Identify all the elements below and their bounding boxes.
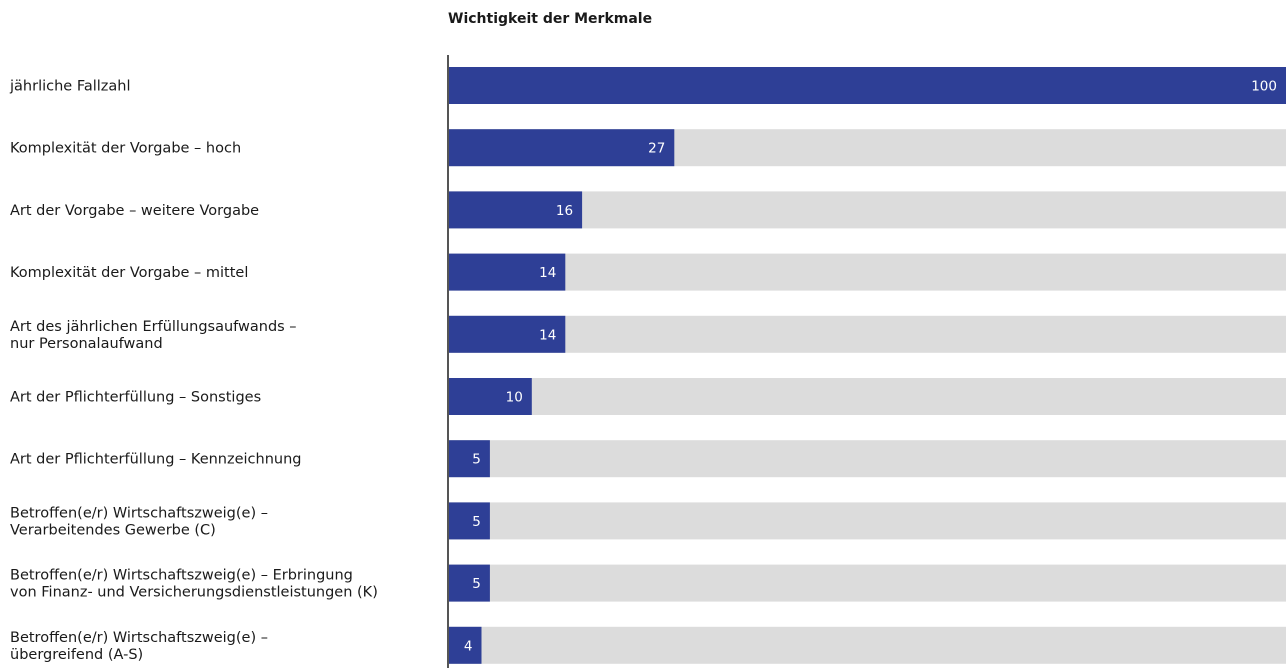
data-label: 14 xyxy=(539,327,556,343)
data-label: 100 xyxy=(1251,79,1277,95)
bar-track xyxy=(448,315,1286,353)
bar xyxy=(448,253,566,291)
data-label: 5 xyxy=(472,576,481,592)
bar xyxy=(448,191,583,229)
data-label: 5 xyxy=(472,452,481,468)
bar xyxy=(448,129,675,167)
bars-group: 100 27 16 14 14 10 5 5 5 4 xyxy=(448,67,1286,664)
data-label: 14 xyxy=(539,265,556,281)
category-labels-group: jährliche Fallzahl Komplexität der Vorgab… xyxy=(9,79,378,663)
bar-track xyxy=(448,626,1286,664)
bar-track xyxy=(448,502,1286,540)
category-label: Betroffen(e/r) Wirtschaftszweig(e) – Erb… xyxy=(10,568,378,601)
bar xyxy=(448,67,1286,104)
category-label: Art der Pflichterfüllung – Kennzeichnung xyxy=(10,452,302,468)
category-label: Betroffen(e/r) Wirtschaftszweig(e) – Vera… xyxy=(10,505,268,538)
bar xyxy=(448,502,490,540)
bar-track xyxy=(448,440,1286,478)
category-label: jährliche Fallzahl xyxy=(9,79,130,95)
bar xyxy=(448,378,532,415)
bar xyxy=(448,626,482,664)
category-label: Art der Pflichterfüllung – Sonstiges xyxy=(10,390,261,406)
bar xyxy=(448,440,490,478)
category-label: Betroffen(e/r) Wirtschaftszweig(e) – über… xyxy=(10,630,268,663)
bar-track xyxy=(448,378,1286,415)
category-label: Komplexität der Vorgabe – mittel xyxy=(10,265,248,281)
data-label: 16 xyxy=(556,203,573,219)
category-label: Komplexität der Vorgabe – hoch xyxy=(10,141,241,157)
category-label: Art des jährlichen Erfüllungsaufwands – n… xyxy=(10,319,297,352)
data-label: 10 xyxy=(506,390,523,406)
bar-track xyxy=(448,191,1286,229)
bar xyxy=(448,315,566,353)
chart-title: Wichtigkeit der Merkmale xyxy=(448,11,652,27)
bar-track xyxy=(448,564,1286,602)
data-label: 4 xyxy=(464,638,473,654)
data-label: 5 xyxy=(472,514,481,530)
data-label: 27 xyxy=(648,141,665,157)
bar-track xyxy=(448,253,1286,291)
bar xyxy=(448,564,490,602)
category-label: Art der Vorgabe – weitere Vorgabe xyxy=(10,203,259,219)
